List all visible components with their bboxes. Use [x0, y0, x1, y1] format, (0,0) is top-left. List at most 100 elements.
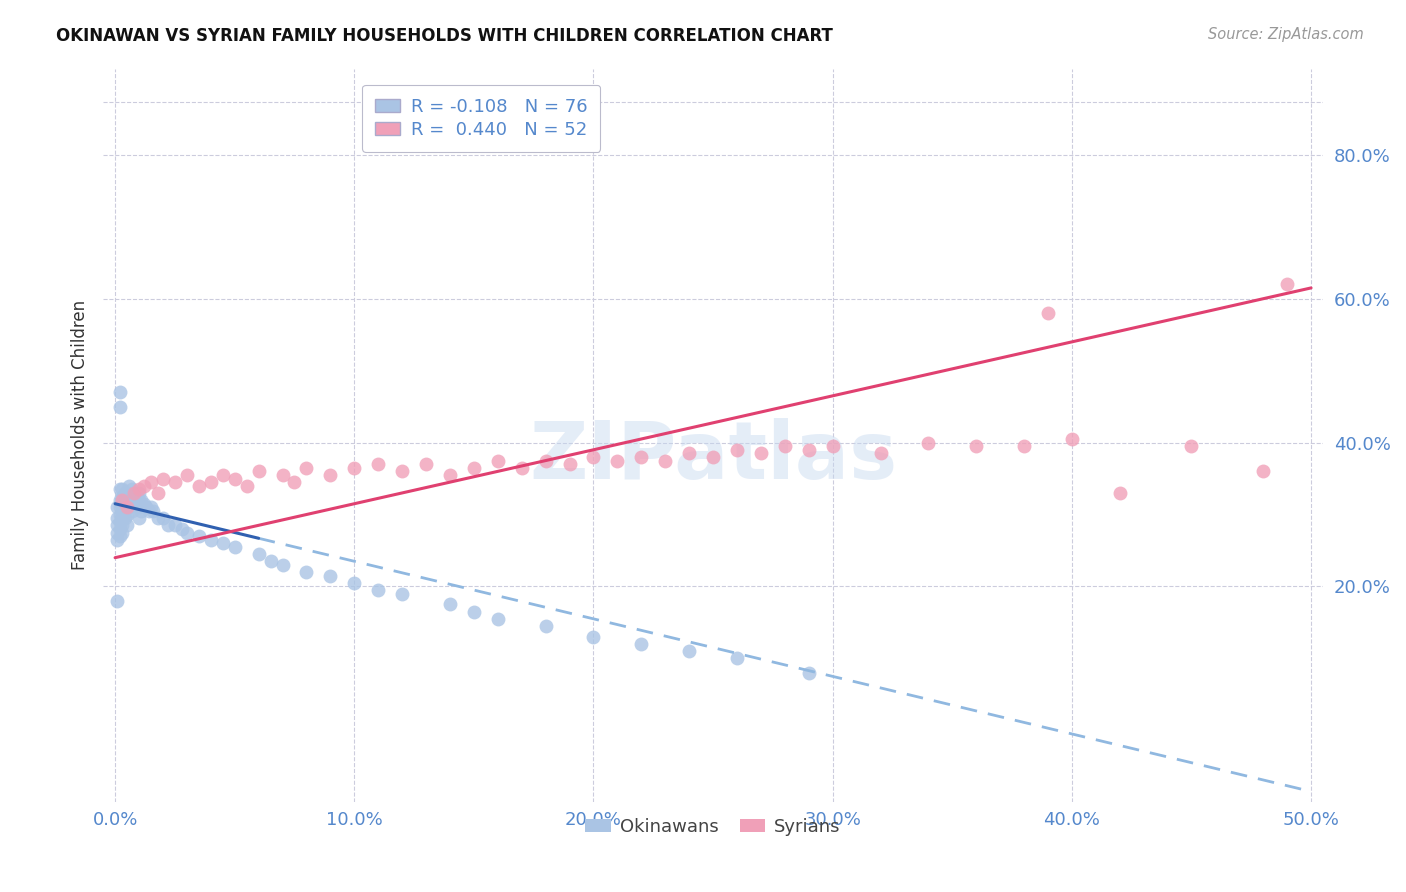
Point	[107, 511, 129, 525]
Point	[128, 511, 150, 525]
Point	[115, 493, 138, 508]
Point	[111, 483, 134, 497]
Point	[391, 587, 413, 601]
Point	[163, 518, 186, 533]
Point	[108, 493, 131, 508]
Legend: Okinawans, Syrians: Okinawans, Syrians	[576, 808, 849, 845]
Point	[125, 500, 148, 515]
Point	[678, 446, 700, 460]
Point	[773, 439, 796, 453]
Point	[115, 518, 138, 533]
Point	[108, 483, 131, 497]
Point	[118, 479, 141, 493]
Point	[630, 450, 652, 464]
Point	[415, 457, 437, 471]
Point	[152, 511, 174, 525]
Point	[917, 435, 939, 450]
Point	[678, 644, 700, 658]
Point	[128, 500, 150, 515]
Point	[630, 637, 652, 651]
Point	[128, 493, 150, 508]
Point	[114, 511, 136, 525]
Point	[115, 500, 138, 515]
Point	[283, 475, 305, 490]
Point	[111, 511, 134, 525]
Point	[486, 453, 509, 467]
Text: ZIPatlas: ZIPatlas	[529, 418, 897, 497]
Point	[439, 598, 461, 612]
Point	[486, 612, 509, 626]
Point	[114, 493, 136, 508]
Point	[108, 508, 131, 522]
Point	[702, 450, 724, 464]
Text: OKINAWAN VS SYRIAN FAMILY HOUSEHOLDS WITH CHILDREN CORRELATION CHART: OKINAWAN VS SYRIAN FAMILY HOUSEHOLDS WIT…	[56, 27, 834, 45]
Point	[115, 486, 138, 500]
Point	[1251, 464, 1274, 478]
Point	[367, 457, 389, 471]
Point	[131, 504, 153, 518]
Point	[118, 500, 141, 515]
Point	[176, 467, 198, 482]
Point	[187, 479, 209, 493]
Point	[108, 385, 131, 400]
Point	[295, 460, 318, 475]
Point	[121, 504, 143, 518]
Point	[139, 500, 162, 515]
Point	[111, 525, 134, 540]
Point	[108, 522, 131, 536]
Point	[139, 475, 162, 490]
Point	[271, 558, 294, 572]
Point	[107, 518, 129, 533]
Point	[122, 486, 145, 500]
Point	[122, 497, 145, 511]
Point	[534, 453, 557, 467]
Point	[463, 605, 485, 619]
Point	[170, 522, 193, 536]
Point	[125, 490, 148, 504]
Point	[211, 467, 233, 482]
Point	[152, 471, 174, 485]
Point	[107, 525, 129, 540]
Point	[1012, 439, 1035, 453]
Point	[146, 511, 169, 525]
Point	[606, 453, 628, 467]
Point	[138, 504, 160, 518]
Point	[108, 529, 131, 543]
Point	[965, 439, 987, 453]
Point	[582, 450, 605, 464]
Point	[235, 479, 257, 493]
Point	[111, 497, 134, 511]
Point	[343, 460, 366, 475]
Point	[343, 575, 366, 590]
Point	[107, 594, 129, 608]
Point	[463, 460, 485, 475]
Point	[211, 536, 233, 550]
Point	[115, 500, 138, 515]
Point	[1180, 439, 1202, 453]
Point	[200, 533, 222, 547]
Point	[108, 500, 131, 515]
Y-axis label: Family Households with Children: Family Households with Children	[72, 301, 89, 571]
Point	[107, 500, 129, 515]
Point	[118, 490, 141, 504]
Point	[107, 533, 129, 547]
Point	[582, 630, 605, 644]
Point	[558, 457, 581, 471]
Point	[128, 483, 150, 497]
Point	[295, 565, 318, 579]
Point	[163, 475, 186, 490]
Point	[271, 467, 294, 482]
Point	[111, 504, 134, 518]
Point	[131, 493, 153, 508]
Text: Source: ZipAtlas.com: Source: ZipAtlas.com	[1208, 27, 1364, 42]
Point	[111, 493, 134, 508]
Point	[156, 518, 179, 533]
Point	[797, 665, 820, 680]
Point	[259, 554, 281, 568]
Point	[108, 515, 131, 529]
Point	[725, 442, 748, 457]
Point	[121, 493, 143, 508]
Point	[224, 540, 246, 554]
Point	[122, 486, 145, 500]
Point	[510, 460, 533, 475]
